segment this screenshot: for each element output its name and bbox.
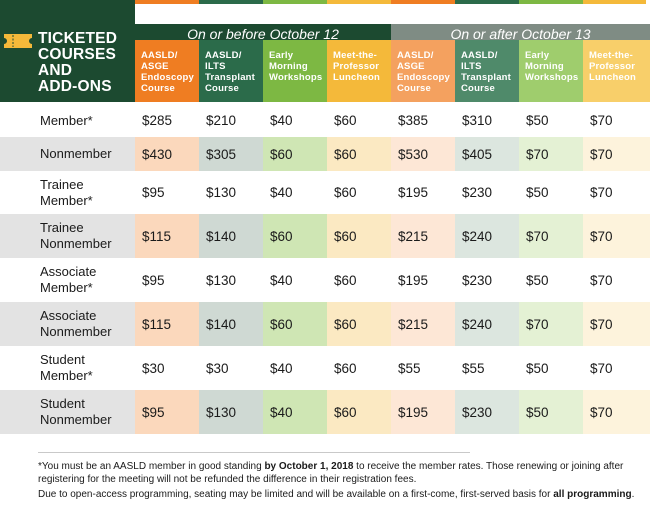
table-row: Student Nonmember $95 $130 $40 $60 $195 $230 $50… — [0, 390, 650, 434]
price-cell: $130 — [199, 258, 263, 302]
price-cell: $60 — [327, 171, 391, 214]
price-cell: $240 — [455, 214, 519, 258]
price-cell: $240 — [455, 302, 519, 346]
price-cell: $70 — [583, 258, 650, 302]
ticket-icon — [4, 34, 32, 48]
price-cell: $30 — [199, 346, 263, 390]
price-cell: $130 — [199, 390, 263, 434]
price-cell: $70 — [583, 390, 650, 434]
table-row: Trainee Nonmember $115 $140 $60 $60 $215 $240 $7… — [0, 214, 650, 258]
price-cell: $50 — [519, 104, 583, 137]
table-row: Associate Nonmember $115 $140 $60 $60 $215 $240… — [0, 302, 650, 346]
price-cell: $70 — [583, 214, 650, 258]
price-cell: $60 — [327, 214, 391, 258]
price-cell: $50 — [519, 171, 583, 214]
column-header: AASLD/ILTS Transplant Course — [199, 40, 263, 102]
column-header: Early Morning Workshops — [519, 40, 583, 102]
table-row: Member* $285 $210 $40 $60 $385 $310 $50 $70 — [0, 104, 650, 137]
price-cell: $70 — [583, 302, 650, 346]
row-label: Trainee Member* — [0, 171, 135, 214]
price-cell: $215 — [391, 214, 455, 258]
column-header: AASLD/ILTS Transplant Course — [455, 40, 519, 102]
price-cell: $70 — [519, 137, 583, 171]
price-cell: $70 — [583, 171, 650, 214]
footnote-seating: Due to open-access programming, seating … — [38, 489, 635, 500]
price-cell: $530 — [391, 137, 455, 171]
price-cell: $115 — [135, 302, 199, 346]
price-cell: $60 — [327, 104, 391, 137]
price-cell: $195 — [391, 258, 455, 302]
price-cell: $230 — [455, 390, 519, 434]
column-header: AASLD/ASGE Endoscopy Course — [135, 40, 199, 102]
price-cell: $70 — [583, 346, 650, 390]
price-cell: $70 — [583, 104, 650, 137]
price-cell: $55 — [391, 346, 455, 390]
footer-divider — [38, 452, 470, 453]
row-label: Student Nonmember — [0, 390, 135, 434]
price-cell: $385 — [391, 104, 455, 137]
price-cell: $95 — [135, 171, 199, 214]
price-cell: $140 — [199, 302, 263, 346]
price-cell: $40 — [263, 346, 327, 390]
price-cell: $305 — [199, 137, 263, 171]
row-label: Student Member* — [0, 346, 135, 390]
price-cell: $215 — [391, 302, 455, 346]
price-cell: $40 — [263, 104, 327, 137]
price-cell: $195 — [391, 390, 455, 434]
footnote-member: *You must be an AASLD member in good sta… — [38, 461, 624, 485]
price-cell: $40 — [263, 171, 327, 214]
price-cell: $50 — [519, 390, 583, 434]
column-header: AASLD/ASGE Endoscopy Course — [391, 40, 455, 102]
price-cell: $50 — [519, 258, 583, 302]
price-cell: $60 — [263, 137, 327, 171]
price-cell: $130 — [199, 171, 263, 214]
row-label: Member* — [0, 104, 135, 137]
price-cell: $60 — [327, 302, 391, 346]
price-cell: $95 — [135, 390, 199, 434]
price-cell: $60 — [327, 390, 391, 434]
table-row: Nonmember $430 $305 $60 $60 $530 $405 $70 $70 — [0, 137, 650, 171]
price-cell: $140 — [199, 214, 263, 258]
period-after-header: On or after October 13 — [391, 24, 650, 44]
price-cell: $40 — [263, 258, 327, 302]
price-cell: $230 — [455, 171, 519, 214]
table-title: TICKETED COURSES AND ADD-ONS — [38, 30, 118, 95]
table-row: Trainee Member* $95 $130 $40 $60 $195 $230 $50 $7… — [0, 171, 650, 214]
price-cell: $60 — [327, 258, 391, 302]
top-color-strip — [0, 0, 650, 4]
price-cell: $60 — [263, 302, 327, 346]
price-cell: $115 — [135, 214, 199, 258]
row-label: Nonmember — [0, 137, 135, 171]
price-cell: $30 — [135, 346, 199, 390]
table-row: Student Member* $30 $30 $40 $60 $55 $55 $50 $70 — [0, 346, 650, 390]
price-cell: $60 — [263, 214, 327, 258]
price-cell: $430 — [135, 137, 199, 171]
column-header: Meet-the- Professor Luncheon — [583, 40, 650, 102]
price-cell: $285 — [135, 104, 199, 137]
price-cell: $55 — [455, 346, 519, 390]
column-header: Early Morning Workshops — [263, 40, 327, 102]
price-cell: $210 — [199, 104, 263, 137]
price-cell: $405 — [455, 137, 519, 171]
price-cell: $70 — [519, 302, 583, 346]
price-cell: $40 — [263, 390, 327, 434]
price-cell: $310 — [455, 104, 519, 137]
price-cell: $50 — [519, 346, 583, 390]
row-label: Associate Nonmember — [0, 302, 135, 346]
price-cell: $95 — [135, 258, 199, 302]
price-cell: $230 — [455, 258, 519, 302]
price-cell: $60 — [327, 137, 391, 171]
price-cell: $60 — [327, 346, 391, 390]
table-title-cell: TICKETED COURSES AND ADD-ONS — [0, 4, 135, 102]
table-row: Associate Member* $95 $130 $40 $60 $195 $230 $50… — [0, 258, 650, 302]
period-before-header: On or before October 12 — [135, 24, 391, 44]
price-cell: $195 — [391, 171, 455, 214]
column-header: Meet-the- Professor Luncheon — [327, 40, 391, 102]
price-cell: $70 — [519, 214, 583, 258]
price-cell: $70 — [583, 137, 650, 171]
row-label: Trainee Nonmember — [0, 214, 135, 258]
row-label: Associate Member* — [0, 258, 135, 302]
